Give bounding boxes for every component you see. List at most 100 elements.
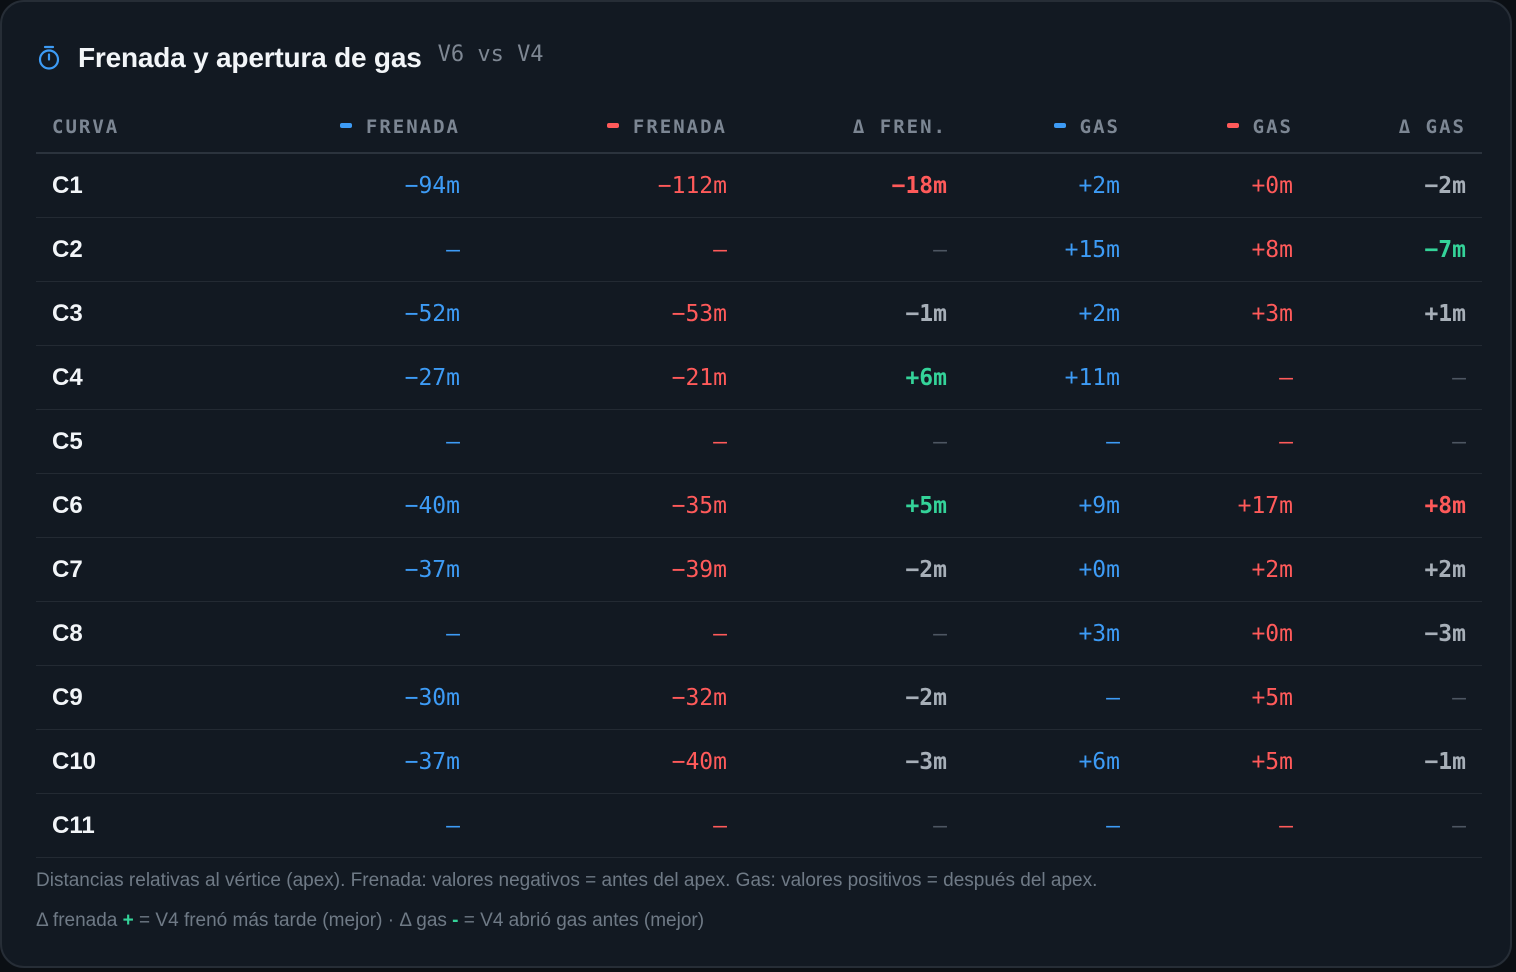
gas-v4-cell: +17m (1136, 473, 1309, 538)
gas-v6-cell: +15m (963, 217, 1136, 282)
v6-series-marker (1053, 123, 1066, 128)
frenada-v6-cell: — (216, 409, 476, 474)
col-gas-v6[interactable]: GAS (963, 102, 1136, 154)
delta-frenada-cell: — (743, 601, 963, 666)
frenada-v6-cell: −37m (216, 537, 476, 602)
frenada-v4-cell: −39m (476, 537, 743, 602)
table-row: C1 −94m −112m −18m +2m +0m −2m (36, 153, 1482, 218)
frenada-v4-cell: −35m (476, 473, 743, 538)
comparison-table: CURVA FRENADA FRENADA Δ FREN. GAS GAS Δ … (36, 102, 1482, 858)
curve-cell: C9 (36, 665, 216, 730)
delta-frenada-cell: — (743, 793, 963, 858)
frenada-v6-cell: −37m (216, 729, 476, 794)
table-row: C11— — — — — — (36, 793, 1482, 858)
v4-series-marker (606, 123, 619, 128)
table-row: C6 −40m −35m +5m +9m +17m +8m (36, 473, 1482, 538)
curve-cell: C10 (36, 729, 216, 794)
col-frenada-v4[interactable]: FRENADA (476, 102, 743, 154)
gas-v4-cell: — (1136, 793, 1309, 858)
delta-frenada-cell: −2m (743, 665, 963, 730)
gas-v4-cell: +5m (1136, 729, 1309, 794)
col-gas-v4[interactable]: GAS (1136, 102, 1309, 154)
frenada-v4-cell: — (476, 793, 743, 858)
gas-v6-cell: — (963, 793, 1136, 858)
curve-cell: C4 (36, 345, 216, 410)
gas-v4-cell: +3m (1136, 281, 1309, 346)
gas-v4-cell: +5m (1136, 665, 1309, 730)
curve-cell: C1 (36, 153, 216, 218)
frenada-v4-cell: — (476, 601, 743, 666)
stopwatch-icon (36, 45, 62, 71)
footnote-legend: Δ frenada + = V4 frenó más tarde (mejor)… (36, 910, 705, 931)
col-delta-gas[interactable]: Δ GAS (1309, 102, 1482, 154)
frenada-v6-cell: — (216, 793, 476, 858)
gas-v6-cell: +3m (963, 601, 1136, 666)
gas-v6-cell: — (963, 665, 1136, 730)
delta-frenada-cell: +5m (743, 473, 963, 538)
footnote-distances: Distancias relativas al vértice (apex). … (36, 870, 1098, 891)
delta-gas-cell: +2m (1309, 537, 1482, 602)
gas-v6-cell: +9m (963, 473, 1136, 538)
frenada-v6-cell: −30m (216, 665, 476, 730)
frenada-v4-cell: −21m (476, 345, 743, 410)
delta-frenada-cell: — (743, 217, 963, 282)
v4-series-marker (1226, 123, 1239, 128)
gas-v6-cell: — (963, 409, 1136, 474)
gas-v6-cell: +2m (963, 153, 1136, 218)
curve-cell: C11 (36, 793, 216, 858)
delta-gas-cell: −1m (1309, 729, 1482, 794)
delta-frenada-cell: −2m (743, 537, 963, 602)
frenada-v4-cell: −112m (476, 153, 743, 218)
col-curva[interactable]: CURVA (36, 102, 216, 154)
curve-cell: C2 (36, 217, 216, 282)
v6-series-marker (339, 123, 352, 128)
gas-v4-cell: +0m (1136, 601, 1309, 666)
frenada-v6-cell: −94m (216, 153, 476, 218)
frenada-v4-cell: — (476, 409, 743, 474)
delta-gas-cell: — (1309, 345, 1482, 410)
frenada-v6-cell: −52m (216, 281, 476, 346)
frenada-v6-cell: −27m (216, 345, 476, 410)
delta-gas-cell: −7m (1309, 217, 1482, 282)
delta-gas-cell: — (1309, 665, 1482, 730)
table-row: C5— — — — — — (36, 409, 1482, 474)
gas-v6-cell: +2m (963, 281, 1136, 346)
frenada-v4-cell: — (476, 217, 743, 282)
card-title: Frenada y apertura de gas (78, 42, 422, 73)
delta-frenada-cell: — (743, 409, 963, 474)
plus-symbol: + (122, 910, 134, 931)
delta-gas-cell: +8m (1309, 473, 1482, 538)
delta-gas-cell: −3m (1309, 601, 1482, 666)
col-frenada-v6[interactable]: FRENADA (216, 102, 476, 154)
gas-v4-cell: +2m (1136, 537, 1309, 602)
gas-v4-cell: +0m (1136, 153, 1309, 218)
frenada-v6-cell: −40m (216, 473, 476, 538)
gas-v4-cell: — (1136, 345, 1309, 410)
minus-symbol: - (452, 910, 459, 931)
frenada-v4-cell: −40m (476, 729, 743, 794)
table-row: C4 −27m −21m +6m +11m — — (36, 345, 1482, 410)
delta-gas-cell: — (1309, 793, 1482, 858)
delta-frenada-cell: −18m (743, 153, 963, 218)
frenada-v4-cell: −32m (476, 665, 743, 730)
table-row: C10 −37m −40m −3m +6m +5m −1m (36, 729, 1482, 794)
delta-frenada-cell: −3m (743, 729, 963, 794)
gas-v6-cell: +6m (963, 729, 1136, 794)
table-header-row: CURVA FRENADA FRENADA Δ FREN. GAS GAS Δ … (36, 102, 1482, 154)
delta-frenada-cell: −1m (743, 281, 963, 346)
delta-gas-cell: −2m (1309, 153, 1482, 218)
curve-cell: C6 (36, 473, 216, 538)
frenada-v4-cell: −53m (476, 281, 743, 346)
gas-v6-cell: +11m (963, 345, 1136, 410)
table-row: C9 −30m −32m −2m — +5m — (36, 665, 1482, 730)
col-delta-frenada[interactable]: Δ FREN. (743, 102, 963, 154)
curve-cell: C7 (36, 537, 216, 602)
delta-frenada-cell: +6m (743, 345, 963, 410)
curve-cell: C8 (36, 601, 216, 666)
frenada-v6-cell: — (216, 217, 476, 282)
card-subtitle: V6 vs V4 (437, 41, 544, 67)
delta-gas-cell: +1m (1309, 281, 1482, 346)
table-body: C1 −94m −112m −18m +2m +0m −2m C2— — — +15m +8m −7m C… (36, 153, 1482, 858)
frenada-v6-cell: — (216, 601, 476, 666)
